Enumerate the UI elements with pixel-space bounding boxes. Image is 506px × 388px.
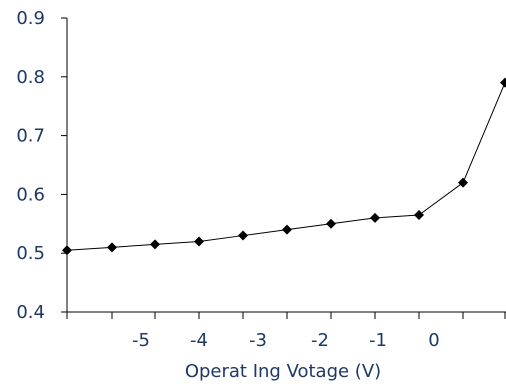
x-tick-labels: -5 -4 -3 -2 -1 0 — [132, 330, 440, 351]
data-point-marker — [238, 230, 248, 241]
x-tick-label: -3 — [249, 330, 267, 351]
data-point-marker — [414, 209, 424, 220]
data-point-marker — [458, 177, 468, 188]
y-tick-label: 0.8 — [16, 67, 45, 88]
data-point-marker — [326, 218, 336, 229]
y-tick-labels: 0.4 0.5 0.6 0.7 0.8 0.9 — [16, 8, 45, 323]
y-tick-label: 0.9 — [16, 8, 45, 29]
data-point-marker — [150, 239, 160, 250]
data-series — [62, 77, 506, 256]
data-point-marker — [194, 236, 204, 247]
series-line — [66, 82, 506, 251]
x-axis-title: Operat Ing Votage (V) — [185, 361, 381, 382]
axes — [61, 17, 506, 319]
data-point-marker — [107, 242, 117, 253]
data-point-marker — [500, 77, 506, 88]
data-point-marker — [370, 212, 380, 223]
y-tick-label: 0.7 — [16, 126, 45, 147]
y-tick-label: 0.6 — [16, 184, 45, 205]
data-point-marker — [282, 224, 292, 235]
x-tick-label: -1 — [369, 330, 387, 351]
x-tick-label: -4 — [190, 330, 208, 351]
x-tick-label: 0 — [428, 330, 439, 351]
data-point-marker — [62, 245, 72, 256]
x-tick-label: -5 — [132, 330, 150, 351]
y-tick-label: 0.4 — [16, 302, 45, 323]
y-tick-label: 0.5 — [16, 243, 45, 264]
x-tick-label: -2 — [311, 330, 329, 351]
